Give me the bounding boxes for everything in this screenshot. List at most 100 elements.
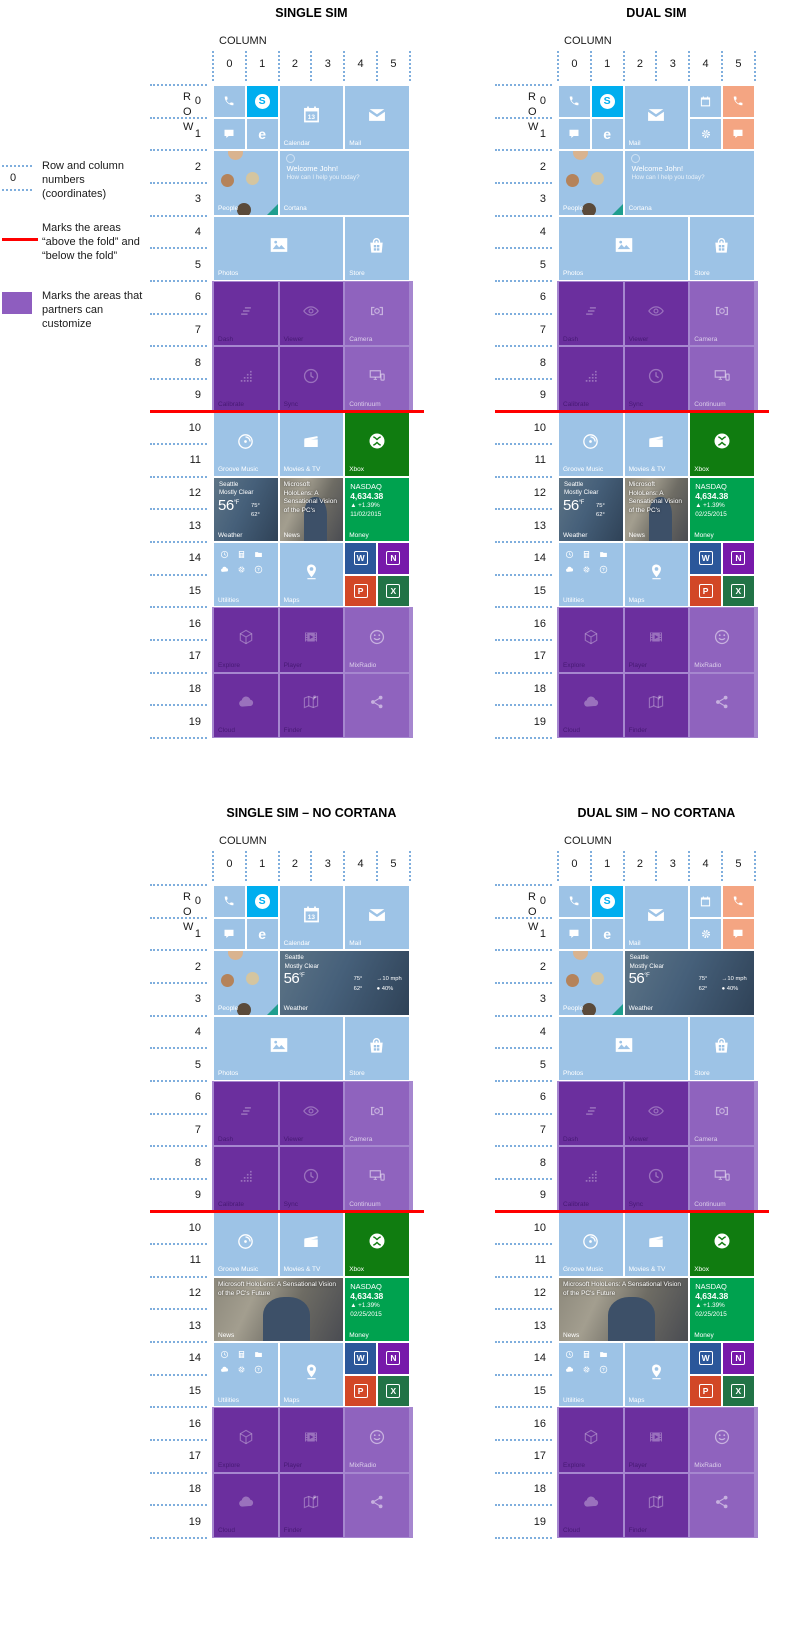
tile-groove-music[interactable]: Groove Music <box>559 412 623 476</box>
tile-onenote[interactable]: N <box>378 543 409 574</box>
tile-powerpoint[interactable]: P <box>690 575 721 607</box>
tile-partner-app[interactable] <box>345 1473 409 1537</box>
tile-player[interactable]: Player <box>279 1408 344 1472</box>
tile-maps[interactable]: Maps <box>279 1343 344 1407</box>
tile-continuum[interactable]: Continuum <box>690 1147 754 1211</box>
tile-settings[interactable] <box>690 118 721 150</box>
tile-skype[interactable]: S <box>591 86 623 117</box>
tile-messaging[interactable] <box>214 918 245 950</box>
tile-money[interactable]: NASDAQ 4,634.38 ▲ +1.39% 02/25/2015 Money <box>345 1277 409 1342</box>
tile-dash[interactable]: Dash <box>559 281 623 346</box>
tile-mixradio[interactable]: MixRadio <box>345 608 409 672</box>
tile-calibrate[interactable]: Calibrate <box>559 1147 623 1211</box>
tile-skype[interactable]: S <box>246 86 278 117</box>
tile-sync[interactable]: Sync <box>624 1147 689 1211</box>
tile-messaging[interactable] <box>214 118 245 150</box>
tile-player[interactable]: Player <box>624 608 689 672</box>
tile-weather[interactable]: Seattle Mostly Clear 56°F 75° 62° →10 mph ● 40… <box>624 951 754 1015</box>
tile-calendar-small[interactable] <box>690 886 721 917</box>
tile-excel[interactable]: X <box>723 575 754 607</box>
tile-movies-tv[interactable]: Movies & TV <box>624 1212 689 1276</box>
tile-mail[interactable]: Mail <box>345 886 409 950</box>
tile-groove-music[interactable]: Groove Music <box>559 1212 623 1276</box>
tile-messaging-sim2[interactable] <box>723 918 754 950</box>
tile-maps[interactable]: Maps <box>624 1343 689 1407</box>
tile-player[interactable]: Player <box>279 608 344 672</box>
tile-sync[interactable]: Sync <box>624 347 689 411</box>
tile-continuum[interactable]: Continuum <box>345 1147 409 1211</box>
tile-cortana[interactable]: Welcome John! How can I help you today? Co… <box>624 151 754 215</box>
tile-onenote[interactable]: N <box>723 543 754 574</box>
tile-people[interactable]: People <box>559 951 623 1015</box>
tile-sync[interactable]: Sync <box>279 1147 344 1211</box>
tile-camera[interactable]: Camera <box>345 1081 409 1146</box>
tile-groove-music[interactable]: Groove Music <box>214 1212 278 1276</box>
tile-cloud[interactable]: Cloud <box>214 673 278 737</box>
tile-money[interactable]: NASDAQ 4,634.38 ▲ +1.39% 02/25/2015 Money <box>690 477 754 542</box>
tile-photos[interactable]: Photos <box>214 216 344 280</box>
tile-finder[interactable]: Finder <box>624 1473 689 1537</box>
tile-viewer[interactable]: Viewer <box>279 1081 344 1146</box>
tile-excel[interactable]: X <box>723 1375 754 1407</box>
tile-explore[interactable]: Explore <box>559 608 623 672</box>
tile-partner-app[interactable] <box>690 673 754 737</box>
tile-player[interactable]: Player <box>624 1408 689 1472</box>
tile-edge[interactable]: e <box>591 918 623 950</box>
tile-phone[interactable] <box>559 886 590 917</box>
tile-xbox[interactable]: Xbox <box>690 412 754 476</box>
tile-groove-music[interactable]: Groove Music <box>214 412 278 476</box>
tile-money[interactable]: NASDAQ 4,634.38 ▲ +1.39% 02/25/2015 Money <box>690 1277 754 1342</box>
tile-mixradio[interactable]: MixRadio <box>690 608 754 672</box>
tile-cloud[interactable]: Cloud <box>559 1473 623 1537</box>
tile-camera[interactable]: Camera <box>345 281 409 346</box>
tile-movies-tv[interactable]: Movies & TV <box>279 1212 344 1276</box>
tile-store[interactable]: Store <box>345 216 409 280</box>
tile-people[interactable]: People <box>214 151 278 215</box>
tile-explore[interactable]: Explore <box>214 608 278 672</box>
tile-people[interactable]: People <box>559 151 623 215</box>
tile-photos[interactable]: Photos <box>559 1016 689 1080</box>
tile-partner-app[interactable] <box>345 673 409 737</box>
tile-edge[interactable]: e <box>591 118 623 150</box>
tile-utilities[interactable]: ? Utilities <box>559 543 623 607</box>
tile-messaging[interactable] <box>559 118 590 150</box>
tile-weather[interactable]: Seattle Mostly Clear 56°F 75° 62° Weather <box>559 477 623 542</box>
tile-continuum[interactable]: Continuum <box>345 347 409 411</box>
tile-dash[interactable]: Dash <box>214 281 278 346</box>
tile-utilities[interactable]: ? Utilities <box>214 1343 278 1407</box>
tile-skype[interactable]: S <box>591 886 623 917</box>
tile-store[interactable]: Store <box>690 1016 754 1080</box>
tile-weather[interactable]: Seattle Mostly Clear 56°F 75° 62° Weather <box>214 477 278 542</box>
tile-money[interactable]: NASDAQ 4,634.38 ▲ +1.39% 11/02/2015 Money <box>345 477 409 542</box>
tile-explore[interactable]: Explore <box>214 1408 278 1472</box>
tile-calendar[interactable]: 13 Calendar <box>279 86 344 150</box>
tile-news[interactable]: Microsoft HoloLens: A Sensational Vision… <box>624 477 689 542</box>
tile-skype[interactable]: S <box>246 886 278 917</box>
tile-mail[interactable]: Mail <box>624 886 689 950</box>
tile-calibrate[interactable]: Calibrate <box>214 347 278 411</box>
tile-settings[interactable] <box>690 918 721 950</box>
tile-edge[interactable]: e <box>246 118 278 150</box>
tile-messaging[interactable] <box>559 918 590 950</box>
tile-word[interactable]: W <box>690 543 721 574</box>
tile-camera[interactable]: Camera <box>690 281 754 346</box>
tile-partner-app[interactable] <box>690 1473 754 1537</box>
tile-onenote[interactable]: N <box>723 1343 754 1374</box>
tile-finder[interactable]: Finder <box>279 1473 344 1537</box>
tile-calendar[interactable]: 13 Calendar <box>279 886 344 950</box>
tile-movies-tv[interactable]: Movies & TV <box>279 412 344 476</box>
tile-phone[interactable] <box>559 86 590 117</box>
tile-people[interactable]: People <box>214 951 278 1015</box>
tile-store[interactable]: Store <box>690 216 754 280</box>
tile-utilities[interactable]: ? Utilities <box>214 543 278 607</box>
tile-mixradio[interactable]: MixRadio <box>345 1408 409 1472</box>
tile-finder[interactable]: Finder <box>624 673 689 737</box>
tile-messaging-sim2[interactable] <box>723 118 754 150</box>
tile-phone-sim2[interactable] <box>723 86 754 117</box>
tile-news[interactable]: Microsoft HoloLens: A Sensational Vision… <box>279 477 344 542</box>
tile-onenote[interactable]: N <box>378 1343 409 1374</box>
tile-dash[interactable]: Dash <box>214 1081 278 1146</box>
tile-finder[interactable]: Finder <box>279 673 344 737</box>
tile-edge[interactable]: e <box>246 918 278 950</box>
tile-viewer[interactable]: Viewer <box>624 1081 689 1146</box>
